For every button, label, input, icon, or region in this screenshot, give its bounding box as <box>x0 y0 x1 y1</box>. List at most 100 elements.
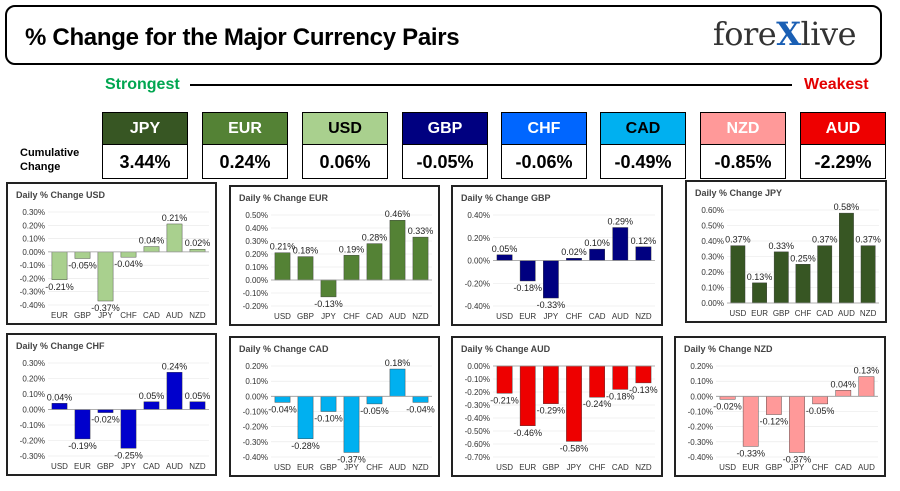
y-tick-label: 0.00% <box>22 406 45 415</box>
data-label: -0.46% <box>513 428 542 438</box>
data-label: 0.05% <box>185 391 211 401</box>
y-tick-label: -0.40% <box>20 301 45 310</box>
bar-usd <box>496 365 513 394</box>
data-label: -0.21% <box>490 395 519 405</box>
x-tick-label: CAD <box>816 309 833 318</box>
currency-code: JPY <box>103 113 187 145</box>
y-tick-label: 0.60% <box>701 206 724 215</box>
currency-cumulative-value: -0.49% <box>614 152 672 172</box>
data-label: -0.37% <box>91 303 120 313</box>
x-tick-label: EUR <box>742 463 759 472</box>
y-tick-label: 0.20% <box>245 250 268 259</box>
x-tick-label: CHF <box>795 309 812 318</box>
chart-title: Daily % Change USD <box>16 190 106 200</box>
data-label: 0.29% <box>608 217 634 227</box>
x-tick-label: GBP <box>320 463 337 472</box>
strongest-label: Strongest <box>105 76 180 93</box>
currency-cumulative-value: 3.44% <box>119 152 171 172</box>
bar-cad <box>366 243 383 281</box>
x-tick-label: CAD <box>143 462 160 471</box>
x-tick-label: GBP <box>297 312 314 321</box>
bar-gbp <box>320 396 337 412</box>
bar-usd <box>730 245 746 304</box>
data-label: -0.13% <box>629 385 658 395</box>
bar-aud <box>858 376 875 397</box>
bar-eur <box>519 260 536 282</box>
bar-usd <box>274 252 291 281</box>
y-tick-label: 0.10% <box>701 284 724 293</box>
x-tick-label: EUR <box>519 463 536 472</box>
x-tick-label: JPY <box>98 311 113 320</box>
x-tick-label: AUD <box>389 312 406 321</box>
bar-chf <box>589 365 605 398</box>
bar-aud <box>389 368 406 397</box>
y-tick-label: 0.50% <box>245 211 268 220</box>
data-label: 0.33% <box>769 241 795 251</box>
bar-jpy <box>320 279 337 298</box>
strength-arrow-line <box>190 84 792 86</box>
data-label: -0.37% <box>783 454 812 464</box>
bar-chf <box>120 251 137 258</box>
chart-title: Daily % Change GBP <box>461 193 551 203</box>
x-tick-label: NZD <box>189 462 206 471</box>
bar-eur <box>51 251 68 280</box>
currency-box-aud: AUD -2.29% <box>800 112 886 179</box>
data-label: -0.29% <box>537 406 566 416</box>
y-tick-label: 0.10% <box>690 377 713 386</box>
bar-cad <box>143 401 160 410</box>
bar-nzd <box>189 401 206 410</box>
x-tick-label: EUR <box>297 463 314 472</box>
bar-jpy <box>97 251 114 302</box>
x-tick-label: CHF <box>343 312 360 321</box>
y-tick-label: 0.30% <box>245 237 268 246</box>
bar-gbp <box>766 396 782 415</box>
data-label: -0.18% <box>606 391 635 401</box>
data-label: -0.33% <box>537 300 566 310</box>
data-label: -0.13% <box>314 299 343 309</box>
currency-code: USD <box>303 113 387 145</box>
currency-code: CAD <box>601 113 685 145</box>
y-tick-label: -0.10% <box>20 421 45 430</box>
data-label: 0.04% <box>47 392 73 402</box>
chart-svg: Daily % Change AUD -0.70% -0.60% -0.50% -0.4… <box>461 344 658 472</box>
y-tick-label: -0.30% <box>465 401 490 410</box>
chart-title: Daily % Change AUD <box>461 344 551 354</box>
bar-chf <box>795 264 811 304</box>
bar-usd <box>274 396 291 403</box>
bar-eur <box>519 365 536 426</box>
y-tick-label: 0.20% <box>690 362 713 371</box>
bar-nzd <box>412 236 429 281</box>
x-tick-label: USD <box>496 312 513 321</box>
page-title: % Change for the Major Currency Pairs <box>25 24 460 51</box>
data-label: -0.05% <box>806 406 835 416</box>
data-label: -0.02% <box>91 415 120 425</box>
currency-cumulative-value: -2.29% <box>814 152 872 172</box>
data-label: 0.24% <box>162 361 188 371</box>
x-tick-label: CAD <box>366 312 383 321</box>
data-label: 0.19% <box>339 244 365 254</box>
x-tick-label: GBP <box>773 309 790 318</box>
x-tick-label: AUD <box>858 463 875 472</box>
data-label: -0.04% <box>114 259 143 269</box>
y-tick-label: 0.10% <box>22 390 45 399</box>
x-tick-label: AUD <box>389 463 406 472</box>
x-tick-label: AUD <box>166 462 183 471</box>
data-label: 0.02% <box>185 238 211 248</box>
data-label: -0.33% <box>736 448 765 458</box>
bar-gbp <box>543 365 559 404</box>
x-tick-label: AUD <box>166 311 183 320</box>
y-tick-label: -0.10% <box>243 408 268 417</box>
x-tick-label: CAD <box>835 463 852 472</box>
y-tick-label: 0.50% <box>701 222 724 231</box>
y-tick-label: 0.20% <box>22 375 45 384</box>
bar-jpy <box>789 396 805 453</box>
currency-cumulative-value: -0.05% <box>416 152 474 172</box>
x-tick-label: USD <box>496 463 513 472</box>
y-tick-label: 0.30% <box>701 253 724 262</box>
data-label: -0.21% <box>45 282 74 292</box>
currency-cumulative-value: -0.06% <box>515 152 573 172</box>
x-tick-label: NZD <box>412 312 429 321</box>
chart-svg: Daily % Change CAD -0.40% -0.30% -0.20% -0.1… <box>239 344 435 472</box>
currency-cumulative-value: 0.06% <box>319 152 371 172</box>
data-label: 0.04% <box>831 379 857 389</box>
